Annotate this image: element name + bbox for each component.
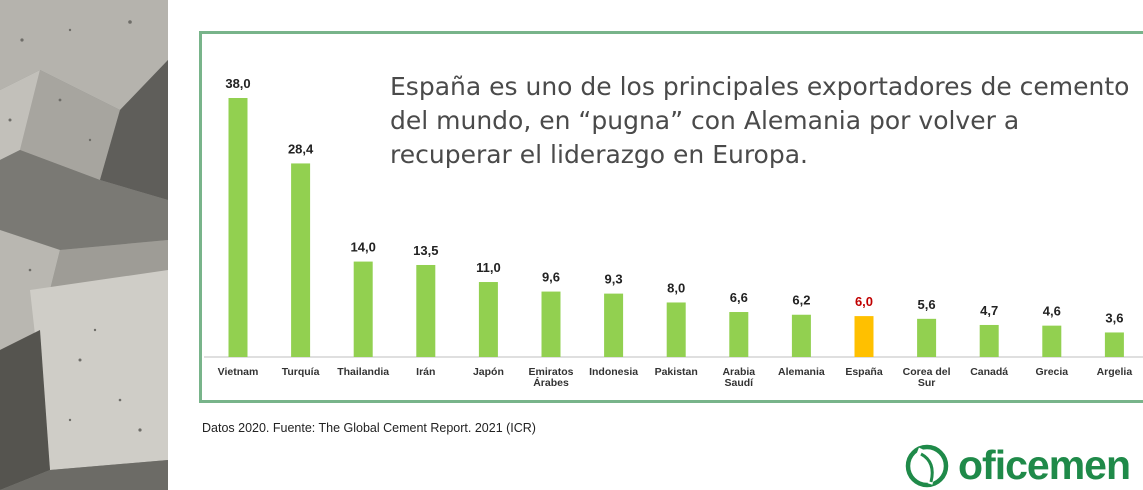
oficemen-logo-text: oficemen	[958, 442, 1131, 488]
source-note: Datos 2020. Fuente: The Global Cement Re…	[202, 421, 536, 435]
chart-headline: España es uno de los principales exporta…	[390, 72, 1130, 169]
concrete-blocks-image	[0, 0, 168, 490]
oficemen-logo-mark	[905, 444, 949, 488]
